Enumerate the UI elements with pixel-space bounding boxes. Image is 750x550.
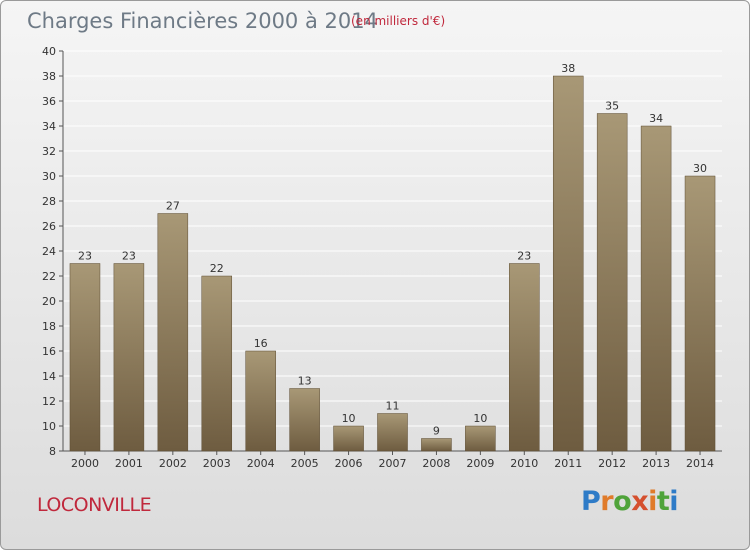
data-label: 11	[386, 400, 400, 413]
x-tick-label: 2002	[159, 457, 187, 470]
bar-2012	[596, 113, 628, 452]
unit-note: (en milliers d'€)	[351, 14, 446, 28]
y-tick-label: 34	[42, 120, 56, 133]
data-label: 10	[473, 412, 487, 425]
city-name: LOCONVILLE	[37, 494, 152, 516]
brand-logo: Proxiti	[581, 486, 679, 517]
x-tick-label: 2007	[379, 457, 407, 470]
data-label: 38	[561, 62, 575, 75]
bar-2001	[113, 263, 145, 452]
data-label: 16	[254, 337, 268, 350]
y-tick-label: 22	[42, 270, 56, 283]
y-tick-label: 20	[42, 295, 56, 308]
y-tick-label: 36	[42, 95, 56, 108]
x-tick-label: 2010	[510, 457, 538, 470]
x-tick-label: 2008	[422, 457, 450, 470]
y-tick-label: 24	[42, 245, 56, 258]
x-tick-label: 2013	[642, 457, 670, 470]
data-label: 27	[166, 200, 180, 213]
data-label: 9	[433, 425, 440, 438]
data-label: 22	[210, 262, 224, 275]
bar-2008	[421, 438, 452, 452]
bar-2014	[684, 175, 716, 452]
labels: 8 10 12 14 16 18 20 22 24 26 28 30 32 34 36 38 40 23 2000 2…	[42, 45, 714, 470]
bar-2010	[509, 263, 540, 452]
bar-2009	[465, 425, 496, 452]
x-tick-label: 2004	[247, 457, 275, 470]
x-tick-label: 2000	[71, 457, 99, 470]
y-tick-label: 16	[42, 345, 56, 358]
data-label: 35	[605, 100, 619, 113]
x-tick-label: 2011	[554, 457, 582, 470]
y-tick-label: 32	[42, 145, 56, 158]
x-tick-label: 2001	[115, 457, 143, 470]
y-tick-label: 30	[42, 170, 56, 183]
bar-2013	[640, 125, 672, 452]
bar-2002	[157, 213, 189, 452]
x-tick-label: 2006	[335, 457, 363, 470]
y-tick-label: 18	[42, 320, 56, 333]
y-tick-label: 38	[42, 70, 56, 83]
bar-2004	[245, 350, 276, 452]
x-tick-label: 2003	[203, 457, 231, 470]
bar-2003	[201, 275, 233, 452]
data-label: 30	[693, 162, 707, 175]
data-label: 23	[78, 250, 92, 263]
y-tick-label: 8	[49, 445, 56, 458]
data-label: 34	[649, 112, 663, 125]
bars	[69, 75, 716, 452]
bar-2000	[69, 263, 101, 452]
data-label: 23	[122, 250, 136, 263]
y-tick-label: 28	[42, 195, 56, 208]
bar-2007	[377, 413, 408, 452]
y-tick-label: 40	[42, 45, 56, 58]
y-tick-label: 26	[42, 220, 56, 233]
bar-2011	[552, 75, 584, 452]
x-tick-label: 2009	[466, 457, 494, 470]
data-label: 23	[517, 250, 531, 263]
bar-2005	[289, 388, 320, 452]
bar-2006	[333, 425, 364, 452]
data-label: 13	[298, 375, 312, 388]
x-tick-label: 2014	[686, 457, 714, 470]
x-tick-label: 2005	[291, 457, 319, 470]
y-tick-label: 10	[42, 420, 56, 433]
data-label: 10	[342, 412, 356, 425]
y-tick-label: 14	[42, 370, 56, 383]
x-tick-label: 2012	[598, 457, 626, 470]
y-tick-label: 12	[42, 395, 56, 408]
chart-title: Charges Financières 2000 à 2014	[27, 9, 378, 33]
